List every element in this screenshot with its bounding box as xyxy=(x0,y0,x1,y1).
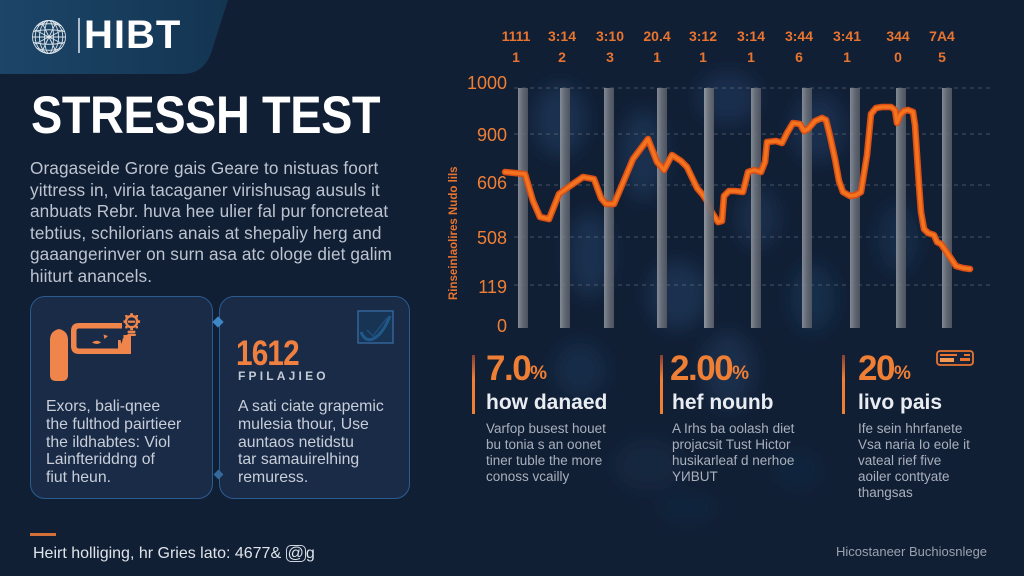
svg-text:1: 1 xyxy=(747,49,755,65)
svg-text:1: 1 xyxy=(512,49,520,65)
svg-text:3:10: 3:10 xyxy=(596,28,624,44)
svg-text:900: 900 xyxy=(477,125,507,145)
svg-text:Rinseinlaolires Nudo lils: Rinseinlaolires Nudo lils xyxy=(448,166,460,300)
svg-text:119: 119 xyxy=(478,277,507,297)
svg-text:508: 508 xyxy=(477,228,507,248)
svg-text:0: 0 xyxy=(894,49,902,65)
svg-text:7A4: 7A4 xyxy=(929,28,955,44)
svg-text:1: 1 xyxy=(843,49,851,65)
svg-text:1: 1 xyxy=(653,49,661,65)
svg-text:344: 344 xyxy=(886,28,910,44)
svg-text:3:41: 3:41 xyxy=(833,28,861,44)
svg-text:1000: 1000 xyxy=(467,73,507,93)
svg-text:606: 606 xyxy=(477,173,507,193)
svg-text:3:44: 3:44 xyxy=(785,28,813,44)
svg-text:3: 3 xyxy=(606,49,614,65)
svg-text:3:12: 3:12 xyxy=(689,28,717,44)
svg-text:0: 0 xyxy=(497,316,507,336)
svg-text:3:14: 3:14 xyxy=(737,28,765,44)
svg-text:6: 6 xyxy=(795,49,803,65)
svg-text:2: 2 xyxy=(558,49,566,65)
svg-text:5: 5 xyxy=(938,49,946,65)
svg-text:3:14: 3:14 xyxy=(548,28,576,44)
svg-text:20.4: 20.4 xyxy=(643,28,670,44)
svg-text:1: 1 xyxy=(699,49,707,65)
svg-text:1111: 1111 xyxy=(502,28,531,44)
